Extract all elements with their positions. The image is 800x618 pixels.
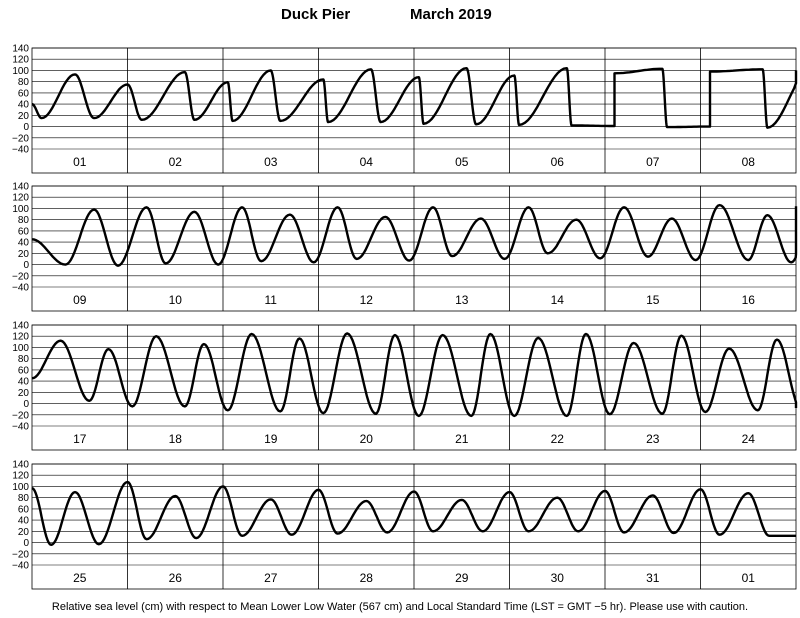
day-label: 30 (551, 571, 565, 585)
y-tick-label: 60 (18, 365, 30, 376)
day-label: 22 (551, 432, 565, 446)
title-row: Duck Pier March 2019 (0, 6, 800, 28)
day-label: 14 (551, 293, 565, 307)
y-tick-label: 40 (18, 238, 30, 249)
day-label: 06 (551, 155, 565, 169)
day-label: 03 (264, 155, 278, 169)
day-label: 24 (742, 432, 756, 446)
chart-footer-note: Relative sea level (cm) with respect to … (51, 601, 749, 613)
day-label: 01 (73, 155, 87, 169)
y-tick-label: 80 (18, 354, 30, 365)
tide-series-line (31, 480, 796, 546)
y-tick-label: 100 (12, 482, 29, 493)
y-tick-label: 140 (12, 460, 29, 471)
y-tick-label: 20 (18, 388, 30, 399)
day-label: 02 (169, 155, 183, 169)
y-tick-label: −20 (12, 549, 29, 560)
y-tick-label: 20 (18, 111, 30, 122)
y-tick-label: 120 (12, 193, 29, 204)
y-tick-label: 60 (18, 226, 30, 237)
day-label: 09 (73, 293, 87, 307)
chart-title-station: Duck Pier (281, 6, 351, 23)
day-label: 05 (455, 155, 469, 169)
day-label: 25 (73, 571, 87, 585)
day-label: 31 (646, 571, 660, 585)
day-label: 23 (646, 432, 660, 446)
day-label: 21 (455, 432, 469, 446)
y-tick-label: 0 (23, 399, 29, 410)
y-tick-label: 20 (18, 249, 30, 260)
y-tick-label: −40 (12, 561, 29, 572)
y-tick-label: 100 (12, 66, 29, 77)
y-tick-label: 140 (12, 44, 29, 55)
tide-series-line (31, 67, 798, 129)
day-label: 08 (742, 155, 756, 169)
y-tick-label: 0 (23, 538, 29, 549)
day-label: 19 (264, 432, 278, 446)
y-tick-label: 100 (12, 204, 29, 215)
day-label: 15 (646, 293, 660, 307)
day-label: 17 (73, 432, 87, 446)
y-tick-label: 80 (18, 215, 30, 226)
day-label: 11 (265, 293, 278, 307)
y-tick-label: −40 (12, 422, 29, 433)
day-label: 13 (455, 293, 469, 307)
y-tick-label: 60 (18, 504, 30, 515)
y-tick-label: −20 (12, 271, 29, 282)
y-tick-label: 60 (18, 88, 30, 99)
y-tick-label: 120 (12, 55, 29, 66)
day-label: 28 (360, 571, 374, 585)
y-tick-label: 100 (12, 343, 29, 354)
tide-series-line (31, 332, 798, 418)
tide-series-line (31, 203, 798, 267)
day-label: 27 (264, 571, 278, 585)
y-tick-label: 20 (18, 527, 30, 538)
day-label: 04 (360, 155, 374, 169)
y-tick-label: 40 (18, 377, 30, 388)
y-tick-label: 140 (12, 321, 29, 332)
day-label: 12 (360, 293, 374, 307)
y-tick-label: 80 (18, 493, 30, 504)
y-tick-label: 0 (23, 122, 29, 133)
y-tick-label: 40 (18, 516, 30, 527)
day-label: 16 (742, 293, 756, 307)
y-tick-label: 40 (18, 100, 30, 111)
day-label: 18 (169, 432, 183, 446)
day-label: 01 (742, 571, 756, 585)
y-tick-label: −20 (12, 410, 29, 421)
y-tick-label: 120 (12, 471, 29, 482)
day-label: 07 (646, 155, 660, 169)
y-tick-label: 140 (12, 182, 29, 193)
day-label: 10 (169, 293, 183, 307)
y-tick-label: 120 (12, 332, 29, 343)
y-tick-label: 80 (18, 77, 30, 88)
y-tick-label: 0 (23, 260, 29, 271)
day-label: 29 (455, 571, 469, 585)
y-tick-label: −40 (12, 145, 29, 156)
day-label: 20 (360, 432, 374, 446)
y-tick-label: −40 (12, 283, 29, 294)
chart-title-month: March 2019 (410, 6, 492, 23)
y-tick-label: −20 (12, 133, 29, 144)
day-label: 26 (169, 571, 183, 585)
